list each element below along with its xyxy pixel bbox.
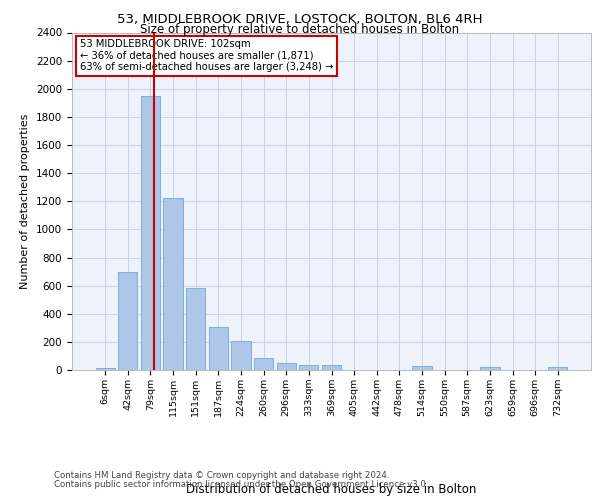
Bar	[118, 272, 137, 370]
Bar	[277, 363, 296, 370]
X-axis label: Distribution of detached houses by size in Bolton: Distribution of detached houses by size …	[187, 483, 476, 496]
Bar	[254, 358, 273, 370]
Bar	[95, 368, 115, 370]
Text: Contains HM Land Registry data © Crown copyright and database right 2024.: Contains HM Land Registry data © Crown c…	[54, 471, 389, 480]
Bar	[186, 288, 205, 370]
Bar	[299, 364, 319, 370]
Bar	[548, 367, 568, 370]
Bar	[209, 327, 228, 370]
Bar	[412, 366, 431, 370]
Text: 53, MIDDLEBROOK DRIVE, LOSTOCK, BOLTON, BL6 4RH: 53, MIDDLEBROOK DRIVE, LOSTOCK, BOLTON, …	[117, 12, 483, 26]
Bar	[322, 364, 341, 370]
Bar	[141, 96, 160, 370]
Bar	[163, 198, 183, 370]
Text: 53 MIDDLEBROOK DRIVE: 102sqm
← 36% of detached houses are smaller (1,871)
63% of: 53 MIDDLEBROOK DRIVE: 102sqm ← 36% of de…	[80, 40, 333, 72]
Bar	[480, 367, 500, 370]
Bar	[232, 341, 251, 370]
Text: Size of property relative to detached houses in Bolton: Size of property relative to detached ho…	[140, 22, 460, 36]
Text: Contains public sector information licensed under the Open Government Licence v3: Contains public sector information licen…	[54, 480, 428, 489]
Y-axis label: Number of detached properties: Number of detached properties	[20, 114, 31, 289]
